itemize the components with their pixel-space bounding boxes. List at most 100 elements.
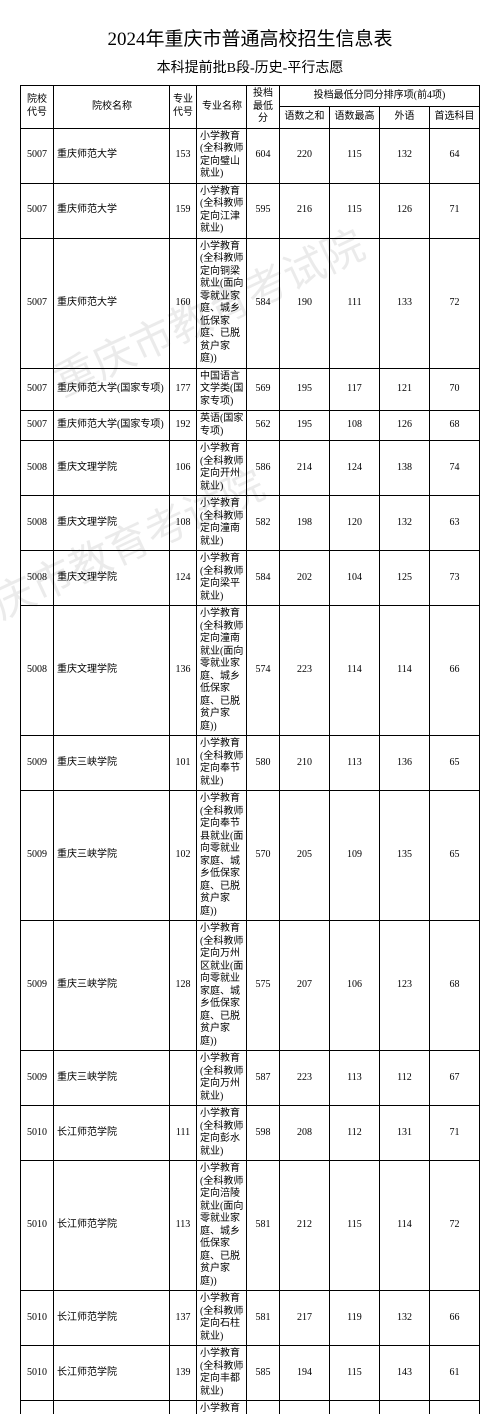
cell-score: 586 [247, 441, 280, 496]
cell-major-name: 小学教育(全科教师定向璧山就业) [197, 128, 247, 183]
cell-sub3: 114 [380, 1161, 430, 1291]
cell-sub2: 117 [330, 368, 380, 411]
cell-sub1: 210 [280, 736, 330, 791]
cell-major-code: 145 [170, 1401, 197, 1414]
table-row: 5007重庆师范大学153小学教育(全科教师定向璧山就业)60422011513… [21, 128, 480, 183]
cell-score: 569 [247, 368, 280, 411]
cell-code: 5010 [21, 1161, 54, 1291]
th-major-code: 专业代号 [170, 86, 197, 129]
cell-major-code: 102 [170, 791, 197, 921]
cell-school: 重庆师范大学 [54, 183, 170, 238]
th-sub4: 首选科目 [430, 107, 480, 128]
cell-major-code: 128 [170, 921, 197, 1051]
cell-sub4: 70 [430, 368, 480, 411]
table-row: 5010长江师范学院113小学教育(全科教师定向涪陵就业(面向零就业家庭、城乡低… [21, 1161, 480, 1291]
cell-sub2: 104 [330, 551, 380, 606]
cell-sub3: 126 [380, 183, 430, 238]
cell-major-name: 小学教育(全科教师定向奉节县就业(面向零就业家庭、城乡低保家庭、已脱贫户家庭)) [197, 791, 247, 921]
cell-sub2: 112 [330, 1106, 380, 1161]
cell-sub2: 120 [330, 496, 380, 551]
table-row: 5009重庆三峡学院102小学教育(全科教师定向奉节县就业(面向零就业家庭、城乡… [21, 791, 480, 921]
cell-sub2: 119 [330, 1291, 380, 1346]
cell-major-name: 小学教育(全科教师定向涪陵就业(面向零就业家庭、城乡低保家庭、已脱贫户家庭)) [197, 1161, 247, 1291]
cell-major-name: 小学教育(全科教师定向潼南就业) [197, 496, 247, 551]
cell-major-code: 137 [170, 1291, 197, 1346]
cell-major-name: 小学教育(全科教师定向石柱就业) [197, 1291, 247, 1346]
cell-sub3: 135 [380, 791, 430, 921]
cell-sub1: 190 [280, 238, 330, 368]
cell-major-name: 小学教育(全科教师定向潼南就业(面向零就业家庭、城乡低保家庭、已脱贫户家庭)) [197, 606, 247, 736]
cell-sub3: 108 [380, 1401, 430, 1414]
cell-major-name: 小学教育(全科教师定向开州就业) [197, 441, 247, 496]
cell-major-code: 139 [170, 1346, 197, 1401]
table-row: 5009重庆三峡学院小学教育(全科教师定向万州就业)58722311311267 [21, 1051, 480, 1106]
table-row: 5008重庆文理学院136小学教育(全科教师定向潼南就业(面向零就业家庭、城乡低… [21, 606, 480, 736]
table-row: 5008重庆文理学院106小学教育(全科教师定向开州就业)58621412413… [21, 441, 480, 496]
cell-score: 576 [247, 1401, 280, 1414]
cell-sub4: 71 [430, 1106, 480, 1161]
cell-major-name: 小学教育(全科教师定向奉节就业) [197, 736, 247, 791]
cell-major-code: 159 [170, 183, 197, 238]
cell-sub3: 132 [380, 128, 430, 183]
cell-sub4: 63 [430, 496, 480, 551]
cell-school: 长江师范学院 [54, 1346, 170, 1401]
cell-sub3: 126 [380, 411, 430, 441]
th-min-score: 投档最低分 [247, 86, 280, 129]
cell-code: 5008 [21, 441, 54, 496]
cell-sub1: 214 [280, 441, 330, 496]
cell-sub4: 65 [430, 791, 480, 921]
admission-table: 院校代号 院校名称 专业代号 专业名称 投档最低分 投档最低分同分排序项(前4项… [20, 85, 480, 1414]
cell-school: 重庆文理学院 [54, 496, 170, 551]
cell-sub2: 115 [330, 128, 380, 183]
cell-major-code: 101 [170, 736, 197, 791]
th-sub1: 语数之和 [280, 107, 330, 128]
cell-school: 重庆三峡学院 [54, 736, 170, 791]
cell-code: 5008 [21, 496, 54, 551]
cell-sub4: 67 [430, 1051, 480, 1106]
table-row: 5010长江师范学院145小学教育(全科教师定向铜梁就业(面向零就业家庭、城乡低… [21, 1401, 480, 1414]
table-row: 5008重庆文理学院124小学教育(全科教师定向梁平就业)58420210412… [21, 551, 480, 606]
cell-major-name: 中国语言文学类(国家专项) [197, 368, 247, 411]
cell-code: 5007 [21, 411, 54, 441]
cell-major-code [170, 1051, 197, 1106]
cell-sub4: 61 [430, 1346, 480, 1401]
cell-major-code: 192 [170, 411, 197, 441]
cell-score: 587 [247, 1051, 280, 1106]
cell-school: 长江师范学院 [54, 1106, 170, 1161]
table-row: 5010长江师范学院139小学教育(全科教师定向丰都就业)58519411514… [21, 1346, 480, 1401]
cell-code: 5007 [21, 183, 54, 238]
cell-school: 重庆师范大学(国家专项) [54, 411, 170, 441]
cell-school: 长江师范学院 [54, 1161, 170, 1291]
cell-score: 580 [247, 736, 280, 791]
cell-major-code: 153 [170, 128, 197, 183]
cell-code: 5009 [21, 791, 54, 921]
table-row: 5007重庆师范大学(国家专项)177中国语言文学类(国家专项)56919511… [21, 368, 480, 411]
cell-major-name: 英语(国家专项) [197, 411, 247, 441]
cell-sub1: 212 [280, 1401, 330, 1414]
cell-sub4: 68 [430, 411, 480, 441]
cell-sub3: 131 [380, 1106, 430, 1161]
cell-sub1: 220 [280, 128, 330, 183]
cell-sub1: 205 [280, 791, 330, 921]
cell-major-code: 124 [170, 551, 197, 606]
cell-major-code: 108 [170, 496, 197, 551]
th-code: 院校代号 [21, 86, 54, 129]
cell-sub2: 113 [330, 1051, 380, 1106]
table-row: 5010长江师范学院111小学教育(全科教师定向彭水就业)59820811213… [21, 1106, 480, 1161]
table-row: 5009重庆三峡学院101小学教育(全科教师定向奉节就业)58021011313… [21, 736, 480, 791]
cell-sub1: 208 [280, 1106, 330, 1161]
cell-code: 5009 [21, 921, 54, 1051]
cell-sub1: 207 [280, 921, 330, 1051]
cell-major-name: 小学教育(全科教师定向万州就业) [197, 1051, 247, 1106]
cell-sub1: 195 [280, 411, 330, 441]
cell-score: 598 [247, 1106, 280, 1161]
table-row: 5007重庆师范大学(国家专项)192英语(国家专项)5621951081266… [21, 411, 480, 441]
cell-sub2: 106 [330, 921, 380, 1051]
cell-score: 604 [247, 128, 280, 183]
cell-major-code: 177 [170, 368, 197, 411]
cell-school: 长江师范学院 [54, 1291, 170, 1346]
cell-school: 重庆文理学院 [54, 551, 170, 606]
cell-sub4: 68 [430, 921, 480, 1051]
table-row: 5010长江师范学院137小学教育(全科教师定向石柱就业)58121711913… [21, 1291, 480, 1346]
cell-major-name: 小学教育(全科教师定向梁平就业) [197, 551, 247, 606]
